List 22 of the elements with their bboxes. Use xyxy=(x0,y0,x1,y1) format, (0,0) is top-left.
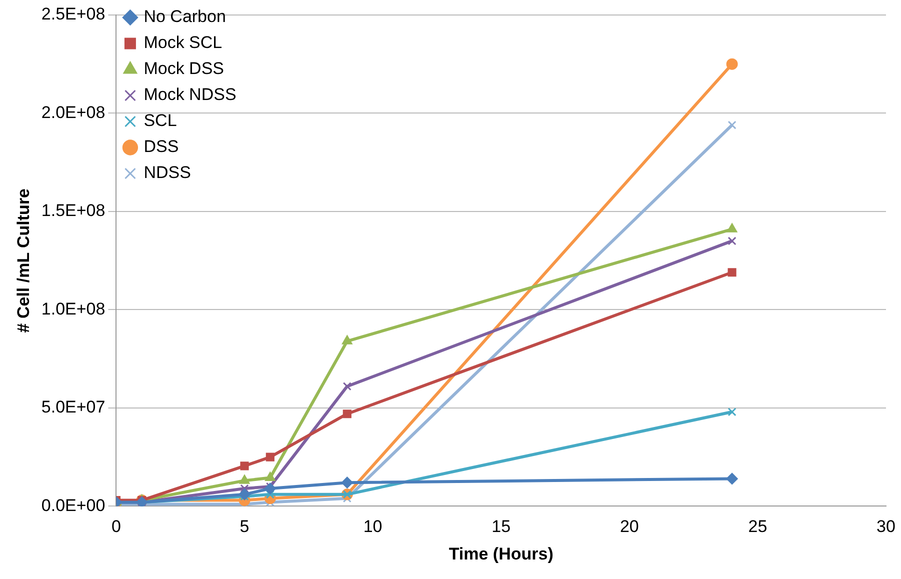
y-tick-label: 1.5E+08 xyxy=(41,201,106,220)
x-tick-label: 10 xyxy=(363,517,382,536)
legend-label: Mock NDSS xyxy=(144,85,236,104)
y-tick-label: 0.0E+00 xyxy=(41,496,106,515)
legend-label: No Carbon xyxy=(144,7,226,26)
x-tick-label: 0 xyxy=(111,517,121,536)
legend-label: Mock DSS xyxy=(144,59,224,78)
x-tick-label: 30 xyxy=(876,517,896,536)
y-tick-label: 2.0E+08 xyxy=(41,102,106,122)
y-axis-title: # Cell /mL Culture xyxy=(14,188,33,333)
y-tick-label: 5.0E+07 xyxy=(41,398,106,417)
y-tick-label: 1.0E+08 xyxy=(41,299,106,318)
x-tick-label: 15 xyxy=(492,517,511,536)
legend-label: Mock SCL xyxy=(144,33,222,52)
legend-label: NDSS xyxy=(144,163,191,182)
x-axis-title: Time (Hours) xyxy=(448,544,554,564)
y-tick-label: 2.5E+08 xyxy=(41,4,106,24)
x-tick-label: 5 xyxy=(240,517,250,536)
x-tick-label: 25 xyxy=(748,517,768,536)
legend-label: SCL xyxy=(144,111,177,130)
x-tick-label: 20 xyxy=(620,517,639,536)
legend-label: DSS xyxy=(144,137,179,156)
